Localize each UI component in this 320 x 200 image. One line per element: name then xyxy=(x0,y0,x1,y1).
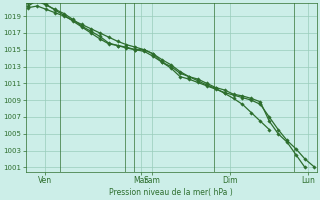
X-axis label: Pression niveau de la mer( hPa ): Pression niveau de la mer( hPa ) xyxy=(109,188,233,197)
